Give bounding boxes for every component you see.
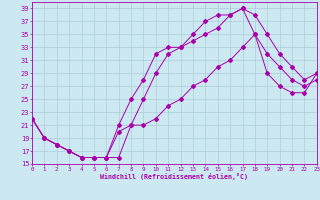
X-axis label: Windchill (Refroidissement éolien,°C): Windchill (Refroidissement éolien,°C) [100,173,248,180]
